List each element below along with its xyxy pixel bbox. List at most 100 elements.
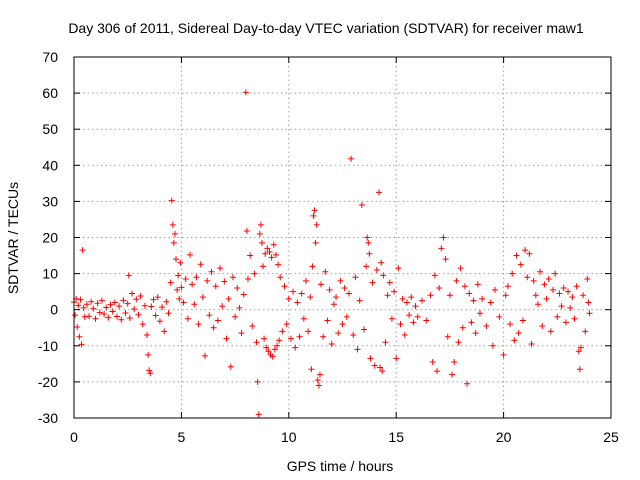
data-point [72, 312, 79, 319]
data-point [466, 290, 473, 297]
data-point [399, 295, 406, 302]
data-point [300, 315, 307, 322]
data-point [234, 285, 241, 292]
data-point [364, 234, 371, 241]
data-point [266, 248, 273, 255]
data-point [118, 316, 125, 323]
y-tick-label: 50 [42, 121, 58, 137]
data-point [90, 305, 97, 312]
data-point [161, 328, 168, 335]
data-point [489, 342, 496, 349]
data-point [373, 266, 380, 273]
data-point [236, 304, 243, 311]
data-point [128, 290, 135, 297]
data-point [253, 339, 260, 346]
data-point [94, 300, 101, 307]
data-point [412, 303, 419, 310]
data-point [255, 411, 262, 418]
data-point [440, 234, 447, 241]
data-point [363, 263, 370, 270]
data-point [150, 296, 157, 303]
data-point [365, 239, 372, 246]
data-point [238, 330, 245, 337]
data-point [504, 283, 511, 290]
data-point [507, 321, 514, 328]
data-point [189, 281, 196, 288]
data-point [199, 294, 206, 301]
data-point [350, 331, 357, 338]
data-point [386, 279, 393, 286]
data-point [131, 305, 138, 312]
data-point [260, 263, 267, 270]
data-point [451, 359, 458, 366]
data-point [182, 276, 189, 283]
data-point [206, 312, 213, 319]
data-point [271, 346, 278, 353]
data-point [571, 315, 578, 322]
data-point [429, 359, 436, 366]
data-point [208, 268, 215, 275]
data-point [302, 277, 309, 284]
data-point [242, 89, 249, 96]
data-point [262, 250, 269, 257]
data-point [427, 292, 434, 299]
data-point [459, 324, 466, 331]
data-point [202, 352, 209, 359]
data-point [195, 321, 202, 328]
x-tick-label: 0 [70, 429, 78, 445]
data-point [509, 270, 516, 277]
data-point [178, 284, 185, 291]
data-point [281, 283, 288, 290]
data-point [146, 367, 153, 374]
data-point [212, 283, 219, 290]
data-point [197, 261, 204, 268]
data-point [186, 251, 193, 258]
data-point [268, 254, 275, 261]
data-point [165, 310, 172, 317]
data-point [547, 328, 554, 335]
data-point [401, 331, 408, 338]
data-point [277, 274, 284, 281]
data-point [474, 281, 481, 288]
data-point [270, 241, 277, 248]
x-axis-label: GPS time / hours [287, 458, 394, 474]
x-tick-label: 5 [178, 429, 186, 445]
data-point [148, 303, 155, 310]
data-point [249, 322, 256, 329]
data-point [144, 331, 151, 338]
data-point [511, 337, 518, 344]
data-point [145, 351, 152, 358]
data-point [472, 330, 479, 337]
data-point [436, 285, 443, 292]
data-point [339, 321, 346, 328]
data-point [261, 335, 268, 342]
data-point [101, 311, 108, 318]
data-point [109, 308, 116, 315]
data-point [326, 286, 333, 293]
data-point [107, 301, 114, 308]
data-point [227, 363, 234, 370]
data-point [554, 313, 561, 320]
data-point [141, 302, 148, 309]
data-point [76, 333, 83, 340]
data-point [81, 313, 88, 320]
data-point [78, 341, 85, 348]
data-point [423, 317, 430, 324]
y-tick-label: -20 [38, 374, 58, 390]
data-point [305, 328, 312, 335]
data-point [573, 283, 580, 290]
data-point [88, 298, 95, 305]
data-point [585, 299, 592, 306]
data-point [562, 319, 569, 326]
data-point [318, 281, 325, 288]
data-point [290, 288, 297, 295]
data-point [92, 315, 99, 322]
data-point [258, 239, 265, 246]
data-point [328, 340, 335, 347]
data-point [298, 290, 305, 297]
data-point [391, 288, 398, 295]
data-point [528, 340, 535, 347]
data-point [377, 364, 384, 371]
data-point [177, 259, 184, 266]
data-point [257, 221, 264, 228]
